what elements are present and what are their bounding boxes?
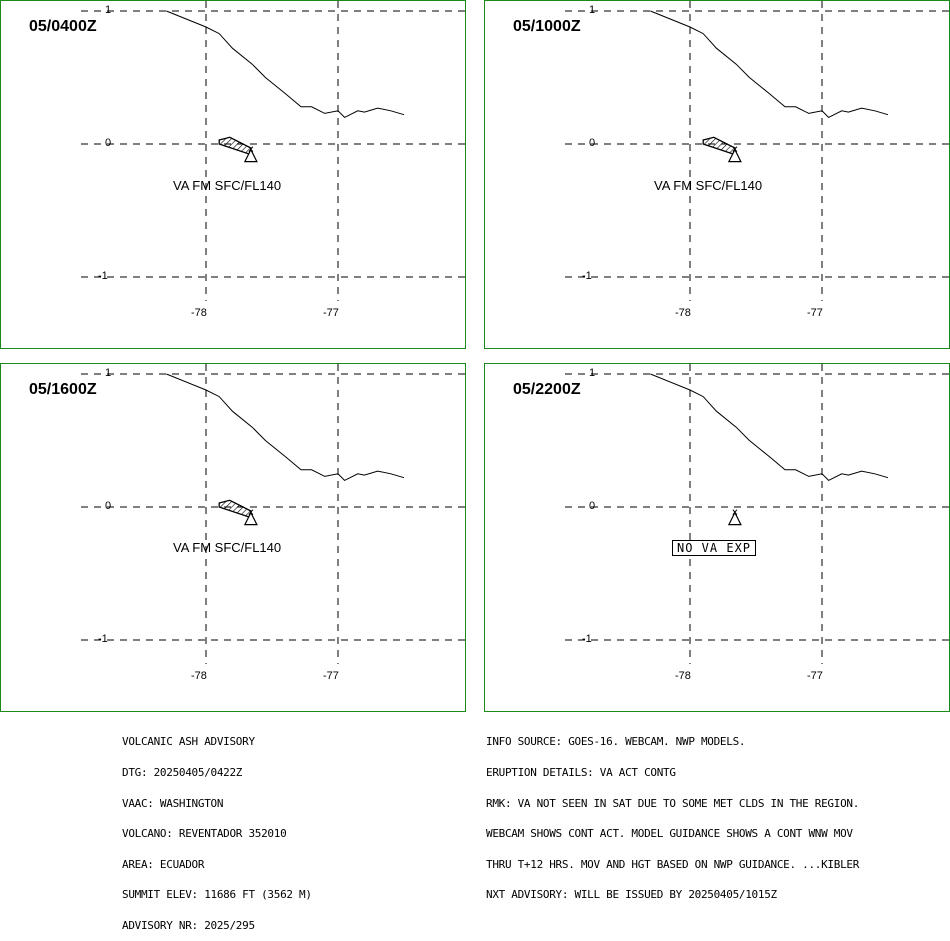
panel-time-title: 05/1600Z [29, 381, 97, 398]
advisory-line: VOLCANIC ASH ADVISORY [122, 735, 255, 749]
lat-tick-0: 0 [589, 500, 596, 512]
map-graphic [565, 1, 949, 301]
lat-tick-0: 0 [105, 500, 112, 512]
lon-tick-minus-77: -77 [807, 307, 823, 319]
advisory-line: SUMMIT ELEV: 11686 FT (3562 M) [122, 888, 312, 902]
advisory-line: THRU T+12 HRS. MOV AND HGT BASED ON NWP … [486, 857, 860, 871]
map-graphic [565, 364, 949, 664]
lat-tick-0: 0 [105, 137, 112, 149]
advisory-line: DTG: 20250405/0422Z [122, 766, 243, 779]
panel-time-title: 05/1000Z [513, 18, 581, 35]
lat-tick-0: 0 [589, 137, 596, 149]
lon-tick-minus-78: -78 [191, 307, 207, 319]
lon-tick-minus-78: -78 [191, 670, 207, 682]
border-line [166, 373, 405, 482]
lon-tick-minus-77: -77 [323, 670, 339, 682]
ash-level-label: VA FM SFC/FL140 [173, 178, 282, 193]
map-panel-4: 05/2200Z 1 0 -1 -78 -77 NO VA EXP [484, 363, 950, 712]
map-panel-2: 05/1000Z 1 0 -1 -78 -77 VA FM SFC/FL140 [484, 0, 950, 349]
advisory-line: ADVISORY NR: 2025/295 [122, 918, 255, 932]
no-ash-expected-box: NO VA EXP [672, 540, 757, 556]
lat-tick-1: 1 [105, 367, 112, 379]
lat-tick-minus-1: -1 [98, 633, 108, 645]
lat-tick-minus-1: -1 [582, 270, 592, 282]
map-graphic [81, 1, 465, 301]
advisory-details-text: INFO SOURCE: GOES-16. WEBCAM. NWP MODELS… [486, 717, 859, 911]
lon-tick-minus-78: -78 [675, 670, 691, 682]
volcano-icon [243, 509, 258, 526]
lon-tick-minus-78: -78 [675, 307, 691, 319]
ash-level-label: VA FM SFC/FL140 [654, 178, 763, 193]
border-line [650, 10, 889, 119]
lat-tick-minus-1: -1 [98, 270, 108, 282]
map-panel-3: 05/1600Z 1 0 -1 -78 -77 VA FM SFC/FL140 [0, 363, 466, 712]
advisory-line: WEBCAM SHOWS CONT ACT. MODEL GUIDANCE SH… [486, 827, 853, 841]
ash-cloud-polygon [218, 136, 252, 156]
advisory-line: INFO SOURCE: GOES-16. WEBCAM. NWP MODELS… [486, 735, 746, 749]
volcano-icon [727, 509, 742, 526]
ash-cloud-polygon [218, 499, 252, 519]
lat-tick-1: 1 [589, 4, 596, 16]
border-line [650, 373, 889, 482]
advisory-line: AREA: ECUADOR [122, 857, 205, 871]
advisory-line: RMK: VA NOT SEEN IN SAT DUE TO SOME MET … [486, 796, 860, 810]
panel-time-title: 05/0400Z [29, 18, 97, 35]
panel-time-title: 05/2200Z [513, 381, 581, 398]
border-line [166, 10, 405, 119]
advisory-line: VAAC: WASHINGTON [122, 796, 224, 810]
advisory-line: VOLCANO: REVENTADOR 352010 [122, 827, 287, 841]
ash-cloud-polygon [702, 136, 736, 156]
advisory-header-text: VOLCANIC ASH ADVISORY DTG: 20250405/0422… [122, 717, 312, 941]
advisory-line: NXT ADVISORY: WILL BE ISSUED BY 20250405… [486, 888, 777, 902]
lat-tick-1: 1 [105, 4, 112, 16]
advisory-line: ERUPTION DETAILS: VA ACT CONTG [486, 766, 676, 779]
lon-tick-minus-77: -77 [807, 670, 823, 682]
lon-tick-minus-77: -77 [323, 307, 339, 319]
map-graphic [81, 364, 465, 664]
lat-tick-minus-1: -1 [582, 633, 592, 645]
volcano-icon [727, 146, 742, 163]
lat-tick-1: 1 [589, 367, 596, 379]
ash-level-label: VA FM SFC/FL140 [173, 540, 282, 555]
map-panel-1: 05/0400Z 1 0 -1 -78 -77 VA FM SFC/FL140 [0, 0, 466, 349]
volcano-icon [243, 146, 258, 163]
